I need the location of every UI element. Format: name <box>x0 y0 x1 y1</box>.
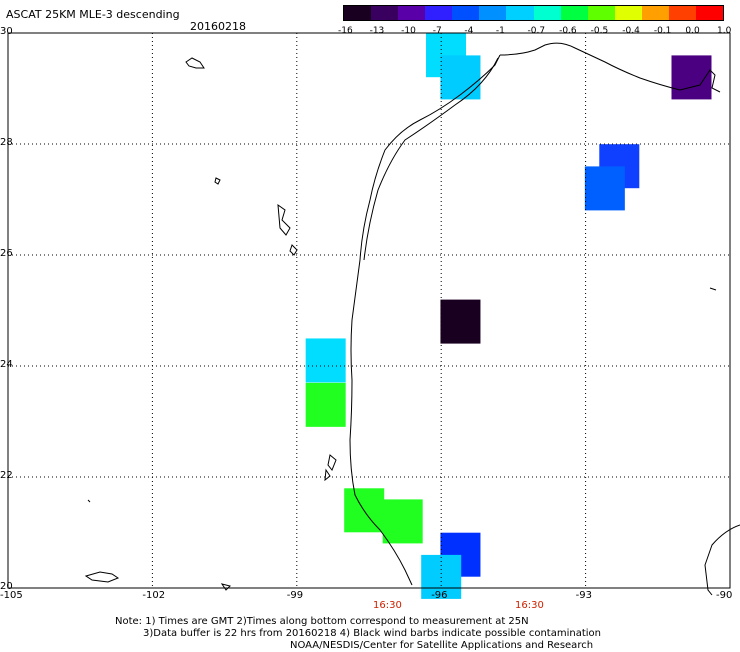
colorbar-label: 0.0 <box>685 26 700 36</box>
colorbar-labels: -16 -13 -10 -7 -4 -1 -0.7 -0.6 -0.5 -0.4 -0.1 0.0 1.… <box>338 26 732 38</box>
colorbar-segment <box>587 6 615 20</box>
data-cell <box>305 382 346 427</box>
latitude-label: 30 <box>0 26 13 37</box>
latitude-label: 22 <box>0 470 13 481</box>
latitude-label: 26 <box>0 248 13 259</box>
colorbar-label: -1 <box>495 26 505 36</box>
colorbar-segment <box>614 6 642 20</box>
colorbar-label: -0.6 <box>559 26 577 36</box>
latitude-label: 24 <box>0 359 13 370</box>
colorbar-label: -0.4 <box>622 26 640 36</box>
colorbar-label: -10 <box>401 26 416 36</box>
product-title: ASCAT 25KM MLE-3 descending <box>6 8 180 21</box>
colorbar-segment <box>533 6 561 20</box>
colorbar-segment <box>425 6 453 20</box>
note-line-3: NOAA/NESDIS/Center for Satellite Applica… <box>290 640 594 651</box>
map-frame <box>7 32 731 589</box>
colorbar-label: -0.7 <box>527 26 546 36</box>
time-label: 16:30 <box>373 600 402 611</box>
data-cell <box>440 55 481 100</box>
product-date: 20160218 <box>190 20 246 33</box>
data-cell <box>305 338 346 383</box>
colorbar-segment <box>344 6 372 20</box>
data-cell <box>382 499 423 544</box>
longitude-label: -102 <box>142 590 166 601</box>
colorbar-label: -0.1 <box>653 26 672 36</box>
longitude-label: -90 <box>716 590 733 601</box>
colorbar-label: 1.0 <box>717 26 732 36</box>
latitude-label: 20 <box>0 581 13 592</box>
colorbar-segment <box>452 6 480 20</box>
colorbar-label: -13 <box>369 26 385 36</box>
longitude-label: -96 <box>431 590 448 601</box>
data-cell <box>584 166 625 211</box>
note-line-1: Note: 1) Times are GMT 2)Times along bot… <box>115 616 529 627</box>
colorbar-label: -16 <box>338 26 353 36</box>
grid-lines <box>8 33 730 588</box>
colorbar-segment <box>371 6 399 20</box>
longitude-label: -99 <box>286 590 304 601</box>
colorbar-segment <box>641 6 669 20</box>
note-line-2: 3)Data buffer is 22 hrs from 20160218 4)… <box>143 628 601 639</box>
colorbar-label: -0.5 <box>590 26 609 36</box>
colorbar-segment <box>398 6 426 20</box>
longitude-label: -93 <box>575 590 592 601</box>
data-cell <box>440 299 481 344</box>
time-label: 16:30 <box>515 600 544 611</box>
colorbar-segment <box>696 6 724 20</box>
latitude-label: 28 <box>0 137 13 148</box>
colorbar <box>343 5 724 21</box>
colorbar-segment <box>479 6 507 20</box>
coastline <box>84 42 740 596</box>
colorbar-segment <box>506 6 534 20</box>
colorbar-segment <box>668 6 697 20</box>
data-cell <box>421 554 462 599</box>
colorbar-segment <box>560 6 588 20</box>
longitude-label: -105 <box>0 590 23 601</box>
colorbar-label: -7 <box>432 26 442 36</box>
colorbar-label: -4 <box>464 26 474 36</box>
